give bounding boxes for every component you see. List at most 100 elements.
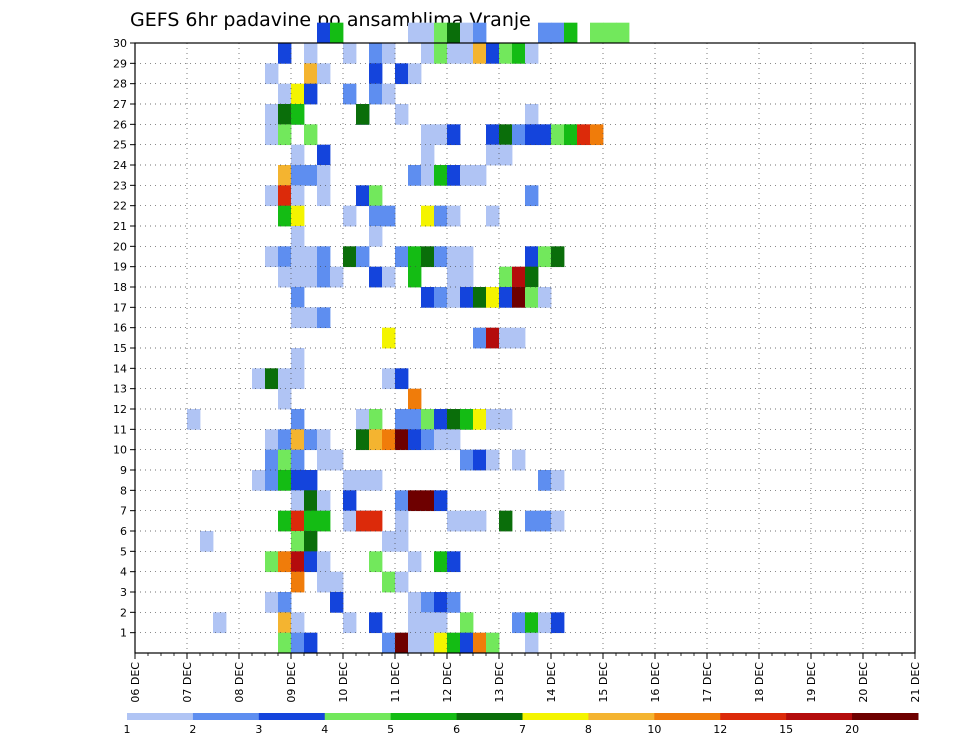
heatmap-cell — [421, 43, 435, 64]
heatmap-cell — [330, 266, 344, 288]
heatmap-cell — [265, 449, 279, 471]
heatmap-cell — [421, 632, 435, 654]
heatmap-cell — [291, 368, 305, 390]
y-tick-label: 22 — [113, 200, 127, 213]
heatmap-cell — [291, 307, 305, 329]
heatmap-cell — [278, 612, 292, 634]
y-tick-label: 25 — [113, 139, 127, 152]
heatmap-cell — [291, 449, 305, 471]
heatmap-cell — [434, 205, 448, 227]
y-tick-label: 16 — [113, 322, 127, 335]
heatmap-cell — [317, 571, 331, 593]
heatmap-cell — [551, 124, 565, 146]
colorbar-label: 3 — [255, 723, 262, 736]
heatmap-cell — [382, 266, 396, 288]
heatmap-cell — [460, 632, 474, 654]
heatmap-cell — [343, 205, 357, 227]
heatmap-cell — [369, 63, 383, 85]
heatmap-cell — [447, 165, 461, 186]
heatmap-cell — [421, 612, 435, 634]
colorbar-swatch — [127, 713, 194, 720]
heatmap-cell — [499, 327, 513, 349]
heatmap-cell — [512, 266, 526, 288]
heatmap-cell — [434, 490, 448, 512]
heatmap-cell — [447, 205, 461, 227]
heatmap-cell — [291, 266, 305, 288]
heatmap-cell — [265, 551, 279, 573]
heatmap-cell — [408, 22, 422, 44]
heatmap-cell — [434, 612, 448, 634]
heatmap-cell — [278, 104, 292, 125]
heatmap-cell — [525, 43, 539, 64]
heatmap-cell — [551, 612, 565, 634]
heatmap-cell — [421, 429, 435, 451]
colorbar-swatch — [852, 713, 919, 720]
heatmap-cell — [473, 409, 487, 430]
heatmap-cell — [486, 409, 500, 430]
heatmap-cell — [382, 83, 396, 105]
heatmap-cell — [343, 510, 357, 532]
heatmap-cell — [265, 246, 279, 268]
heatmap-cell — [512, 612, 526, 634]
heatmap-cell — [265, 429, 279, 451]
heatmap-cell — [356, 185, 370, 207]
heatmap-cell — [291, 185, 305, 207]
heatmap-cell — [499, 266, 513, 288]
x-tick-label: 09 DEC — [285, 662, 298, 703]
heatmap-cell — [343, 612, 357, 634]
heatmap-cell — [408, 246, 422, 268]
heatmap-cell — [291, 226, 305, 247]
heatmap-cell — [538, 612, 552, 634]
heatmap-cell — [291, 205, 305, 227]
heatmap-cell — [395, 63, 409, 85]
heatmap-cell — [486, 205, 500, 227]
heatmap-cell — [317, 165, 331, 186]
heatmap-cell — [278, 185, 292, 207]
heatmap-cell — [304, 510, 318, 532]
heatmap-cell — [278, 205, 292, 227]
y-tick-label: 27 — [113, 98, 127, 111]
heatmap-cell — [447, 124, 461, 146]
heatmap-cell — [291, 612, 305, 634]
x-tick-label: 20 DEC — [857, 662, 870, 703]
heatmap-cell — [317, 551, 331, 573]
heatmap-cell — [421, 592, 435, 613]
y-tick-label: 18 — [113, 281, 127, 294]
y-tick-label: 28 — [113, 78, 127, 91]
heatmap-cell — [278, 449, 292, 471]
heatmap-cell — [265, 104, 279, 125]
heatmap-cell — [525, 632, 539, 654]
heatmap-cell — [369, 612, 383, 634]
heatmap-cell — [525, 124, 539, 146]
heatmap-cell — [278, 246, 292, 268]
heatmap-cell — [408, 429, 422, 451]
heatmap-cell — [538, 22, 552, 44]
heatmap-cell — [460, 449, 474, 471]
colorbar-label: 8 — [585, 723, 592, 736]
heatmap-cell — [304, 266, 318, 288]
heatmap-cell — [278, 43, 292, 64]
heatmap-cell — [356, 104, 370, 125]
heatmap-cell — [291, 571, 305, 593]
heatmap-cell — [369, 185, 383, 207]
heatmap-cell — [278, 470, 292, 491]
heatmap-cell — [421, 22, 435, 44]
heatmap-cell — [304, 531, 318, 552]
heatmap-cell — [408, 490, 422, 512]
colorbar-label: 12 — [713, 723, 727, 736]
heatmap-cell — [434, 287, 448, 308]
heatmap-cell — [330, 592, 344, 613]
heatmap-cell — [278, 632, 292, 654]
heatmap-cell — [499, 43, 513, 64]
colorbar-swatch — [522, 713, 589, 720]
heatmap-cell — [291, 165, 305, 186]
heatmap-cell — [356, 510, 370, 532]
heatmap-cell — [551, 22, 565, 44]
heatmap-cell — [447, 246, 461, 268]
heatmap-cell — [278, 165, 292, 186]
heatmap-cell — [408, 612, 422, 634]
heatmap-cell — [525, 287, 539, 308]
heatmap-cell — [278, 429, 292, 451]
heatmap-cell — [408, 551, 422, 573]
heatmap-cell — [356, 429, 370, 451]
